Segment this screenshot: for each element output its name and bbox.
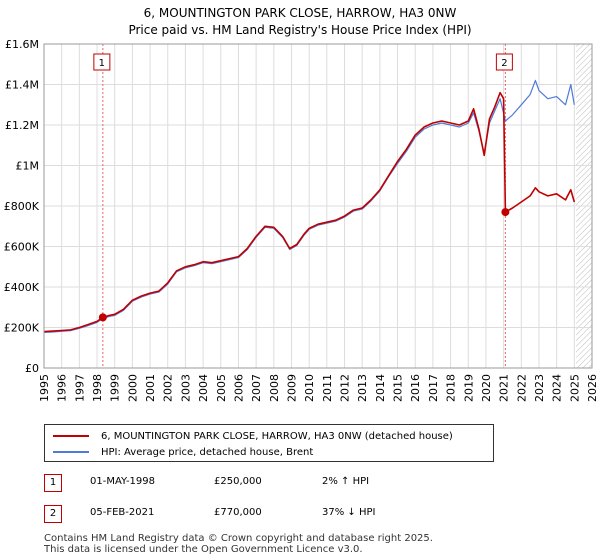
- transaction-hpi-diff: 37% ↓ HPI: [322, 507, 376, 518]
- y-tick-label: £1M: [16, 160, 40, 173]
- transaction-price: £250,000: [214, 476, 262, 487]
- x-tick-label: 2003: [179, 374, 192, 402]
- x-tick-label: 2021: [498, 374, 511, 402]
- transaction-marker: [501, 208, 510, 217]
- y-tick-label: £800K: [4, 200, 40, 213]
- x-tick-label: 2017: [427, 374, 440, 402]
- x-tick-label: 2023: [533, 374, 546, 402]
- legend-swatch-hpi: [53, 451, 89, 453]
- plot-frame: [43, 43, 593, 369]
- transaction-date: 01-MAY-1998: [90, 476, 156, 487]
- x-tick-label: 2000: [126, 374, 139, 402]
- y-tick-label: £0: [25, 362, 39, 375]
- x-tick-label: 2024: [551, 374, 564, 402]
- transaction-label-text: 1: [99, 58, 105, 69]
- transaction-badge: 1: [44, 474, 62, 492]
- x-tick-label: 1998: [91, 374, 104, 402]
- legend-label-property: 6, MOUNTINGTON PARK CLOSE, HARROW, HA3 0…: [101, 430, 453, 442]
- legend-label-hpi: HPI: Average price, detached house, Bren…: [101, 446, 314, 458]
- transaction-label-box: [495, 53, 513, 71]
- x-tick-label: 2004: [197, 374, 210, 402]
- price-chart: 1995 1996 1997 1998 1999 2000 2001 2002 2003 2004…: [4, 38, 599, 402]
- y-tick-label: £1.4M: [5, 79, 39, 92]
- footer-licence: This data is licensed under the Open Gov…: [44, 544, 363, 555]
- x-tick-label: 2008: [268, 374, 281, 402]
- x-tick-label: 2007: [250, 374, 263, 402]
- transaction-label-box: [93, 53, 111, 71]
- y-tick-label: £1.6M: [5, 38, 39, 51]
- x-tick-label: 2020: [480, 374, 493, 402]
- x-tick-label: 2005: [215, 374, 228, 402]
- chart-title: 6, MOUNTINGTON PARK CLOSE, HARROW, HA3 0…: [143, 6, 457, 20]
- y-tick-label: £200K: [4, 322, 40, 335]
- y-tick-label: £400K: [4, 281, 40, 294]
- x-tick-label: 2016: [409, 374, 422, 402]
- legend-swatch-property: [53, 435, 89, 437]
- x-tick-label: 2009: [285, 374, 298, 402]
- x-tick-label: 2001: [144, 374, 157, 402]
- legend-entry-property: 6, MOUNTINGTON PARK CLOSE, HARROW, HA3 0…: [53, 429, 453, 443]
- transaction-label-text: 2: [501, 58, 507, 69]
- y-tick-label: £600K: [4, 241, 40, 254]
- transaction-badge: 2: [44, 505, 62, 523]
- legend-entry-hpi: HPI: Average price, detached house, Bren…: [53, 445, 313, 459]
- x-tick-label: 1997: [73, 374, 86, 402]
- x-tick-label: 2012: [339, 374, 352, 402]
- x-tick-label: 2019: [462, 374, 475, 402]
- x-tick-label: 2006: [232, 374, 245, 402]
- x-tick-label: 2026: [586, 374, 599, 402]
- transaction-marker: [98, 313, 107, 322]
- legend: 6, MOUNTINGTON PARK CLOSE, HARROW, HA3 0…: [44, 424, 494, 462]
- x-tick-label: 1999: [109, 374, 122, 402]
- x-tick-label: 1995: [38, 374, 51, 402]
- x-tick-label: 2018: [445, 374, 458, 402]
- transaction-hpi-diff: 2% ↑ HPI: [322, 476, 370, 487]
- x-tick-label: 2014: [374, 374, 387, 402]
- property-series-line: [504, 187, 576, 213]
- hpi-series-line: [43, 79, 575, 333]
- x-tick-label: 2002: [162, 374, 175, 402]
- x-tick-label: 2015: [392, 374, 405, 402]
- x-tick-label: 1996: [56, 374, 69, 402]
- x-tick-label: 2022: [515, 374, 528, 402]
- y-tick-label: £1.2M: [5, 119, 39, 132]
- x-tick-label: 2025: [568, 374, 581, 402]
- chart-subtitle: Price paid vs. HM Land Registry's House …: [128, 23, 472, 37]
- footer-copyright: Contains HM Land Registry data © Crown c…: [44, 533, 433, 544]
- x-tick-label: 2010: [303, 374, 316, 402]
- property-series-line: [43, 91, 507, 333]
- x-tick-label: 2011: [321, 374, 334, 402]
- transaction-price: £770,000: [214, 507, 262, 518]
- transaction-date: 05-FEB-2021: [90, 507, 155, 518]
- x-tick-label: 2013: [356, 374, 369, 402]
